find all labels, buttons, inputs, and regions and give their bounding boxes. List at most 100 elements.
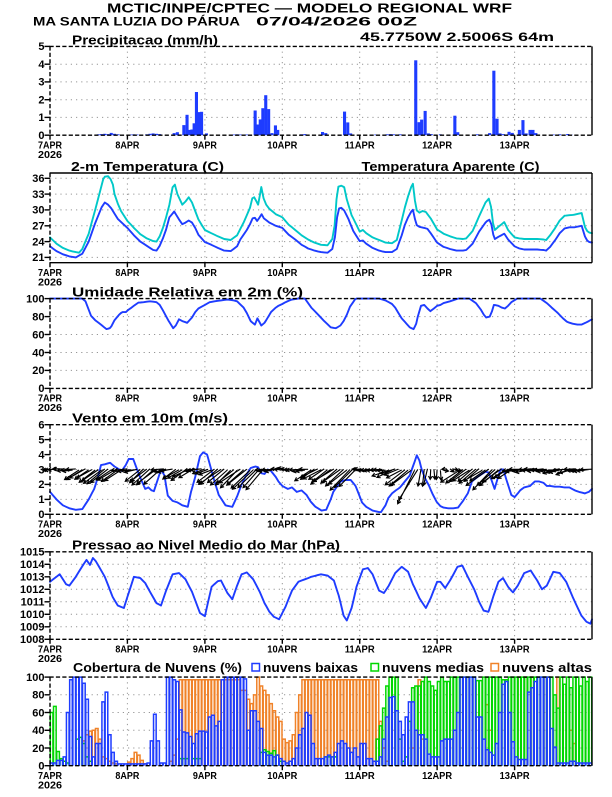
svg-text:10APR: 10APR — [267, 644, 297, 656]
svg-text:1011: 1011 — [21, 597, 45, 609]
svg-text:100: 100 — [26, 293, 44, 305]
svg-text:7APR: 7APR — [38, 519, 62, 531]
svg-text:nuvens altas: nuvens altas — [502, 661, 592, 675]
svg-text:12APR: 12APR — [422, 519, 452, 531]
svg-text:80: 80 — [32, 311, 44, 323]
svg-text:7APR: 7APR — [38, 770, 62, 782]
svg-text:4: 4 — [38, 59, 45, 71]
svg-text:1015: 1015 — [20, 547, 44, 559]
svg-text:1009: 1009 — [20, 622, 44, 634]
svg-text:MA SANTA LUZIA DO PÁRUA: MA SANTA LUZIA DO PÁRUA — [33, 16, 240, 29]
svg-text:12APR: 12APR — [422, 267, 452, 279]
svg-text:7APR: 7APR — [38, 139, 62, 151]
svg-text:1008: 1008 — [20, 634, 44, 646]
svg-text:12APR: 12APR — [422, 644, 452, 656]
svg-text:0: 0 — [38, 130, 44, 142]
svg-text:MCTIC/INPE/CPTEC — MODELO REGI: MCTIC/INPE/CPTEC — MODELO REGIONAL WRF — [107, 1, 512, 16]
svg-text:0: 0 — [38, 383, 44, 395]
svg-text:13APR: 13APR — [500, 139, 530, 151]
svg-text:8APR: 8APR — [115, 393, 139, 405]
svg-text:2026: 2026 — [38, 402, 62, 414]
svg-text:30: 30 — [32, 205, 44, 217]
svg-text:0: 0 — [38, 761, 44, 773]
svg-text:20: 20 — [32, 743, 44, 755]
svg-text:13APR: 13APR — [500, 393, 530, 405]
svg-text:11APR: 11APR — [345, 770, 375, 782]
svg-text:20: 20 — [32, 365, 44, 377]
svg-text:11APR: 11APR — [345, 139, 375, 151]
svg-text:7APR: 7APR — [38, 267, 62, 279]
svg-text:13APR: 13APR — [500, 519, 530, 531]
svg-text:2-m Temperatura (C): 2-m Temperatura (C) — [71, 160, 224, 174]
svg-text:Cobertura de Nuvens (%): Cobertura de Nuvens (%) — [73, 661, 242, 675]
svg-text:12APR: 12APR — [422, 770, 452, 782]
svg-text:Temperatura Aparente (C): Temperatura Aparente (C) — [362, 160, 540, 174]
svg-text:21: 21 — [32, 252, 44, 264]
svg-text:2026: 2026 — [38, 653, 62, 665]
svg-text:13APR: 13APR — [500, 267, 530, 279]
svg-text:9APR: 9APR — [193, 139, 217, 151]
svg-text:27: 27 — [32, 221, 44, 233]
svg-text:5: 5 — [38, 434, 44, 446]
svg-text:6: 6 — [38, 420, 44, 432]
svg-text:13APR: 13APR — [500, 770, 530, 782]
svg-text:40: 40 — [32, 347, 44, 359]
svg-text:10APR: 10APR — [267, 139, 297, 151]
svg-text:2026: 2026 — [38, 149, 62, 161]
svg-text:2026: 2026 — [38, 779, 62, 791]
svg-text:1: 1 — [38, 112, 44, 124]
svg-text:5: 5 — [38, 41, 44, 53]
svg-text:8APR: 8APR — [115, 770, 139, 782]
svg-text:3: 3 — [38, 464, 44, 476]
svg-text:1014: 1014 — [20, 559, 45, 571]
svg-text:11APR: 11APR — [345, 644, 375, 656]
svg-text:11APR: 11APR — [345, 519, 375, 531]
svg-text:7APR: 7APR — [38, 644, 62, 656]
svg-text:0: 0 — [38, 509, 44, 521]
svg-text:12APR: 12APR — [422, 393, 452, 405]
svg-text:10APR: 10APR — [267, 393, 297, 405]
svg-text:1012: 1012 — [20, 584, 44, 596]
svg-text:2026: 2026 — [38, 528, 62, 540]
svg-text:24: 24 — [32, 236, 45, 248]
svg-text:1010: 1010 — [20, 609, 44, 621]
svg-text:9APR: 9APR — [193, 770, 217, 782]
svg-text:8APR: 8APR — [115, 644, 139, 656]
svg-text:10APR: 10APR — [267, 519, 297, 531]
svg-text:2: 2 — [38, 95, 44, 107]
svg-text:13APR: 13APR — [500, 644, 530, 656]
svg-text:11APR: 11APR — [345, 267, 375, 279]
svg-text:9APR: 9APR — [193, 519, 217, 531]
svg-text:80: 80 — [32, 690, 44, 702]
svg-text:60: 60 — [32, 707, 44, 719]
svg-text:8APR: 8APR — [115, 267, 139, 279]
svg-text:nuvens baixas: nuvens baixas — [263, 661, 358, 675]
svg-text:7APR: 7APR — [38, 393, 62, 405]
svg-text:40: 40 — [32, 725, 44, 737]
svg-text:60: 60 — [32, 329, 44, 341]
svg-text:10APR: 10APR — [267, 267, 297, 279]
svg-text:1013: 1013 — [20, 572, 44, 584]
svg-text:8APR: 8APR — [115, 519, 139, 531]
svg-text:9APR: 9APR — [193, 644, 217, 656]
svg-text:4: 4 — [38, 449, 45, 461]
svg-text:100: 100 — [26, 672, 44, 684]
svg-text:9APR: 9APR — [193, 393, 217, 405]
svg-text:2: 2 — [38, 479, 44, 491]
svg-text:Vento em 10m (m/s): Vento em 10m (m/s) — [72, 412, 228, 426]
svg-text:2026: 2026 — [38, 276, 62, 288]
svg-text:45.7750W 2.5006S 64m: 45.7750W 2.5006S 64m — [360, 32, 554, 44]
svg-text:10APR: 10APR — [267, 770, 297, 782]
svg-text:Precipitacao (mm/h): Precipitacao (mm/h) — [72, 34, 218, 48]
svg-text:1: 1 — [38, 494, 44, 506]
svg-text:12APR: 12APR — [422, 139, 452, 151]
svg-text:9APR: 9APR — [193, 267, 217, 279]
svg-text:Umidade Relativa em 2m (%): Umidade Relativa em 2m (%) — [72, 286, 303, 300]
svg-text:3: 3 — [38, 77, 44, 89]
svg-text:11APR: 11APR — [345, 393, 375, 405]
svg-text:07/04/2026 00Z: 07/04/2026 00Z — [256, 17, 417, 29]
svg-text:nuvens medias: nuvens medias — [382, 661, 484, 675]
svg-text:8APR: 8APR — [115, 139, 139, 151]
svg-text:33: 33 — [32, 189, 44, 201]
svg-text:Pressao ao Nivel Medio do Mar: Pressao ao Nivel Medio do Mar (hPa) — [72, 539, 340, 553]
